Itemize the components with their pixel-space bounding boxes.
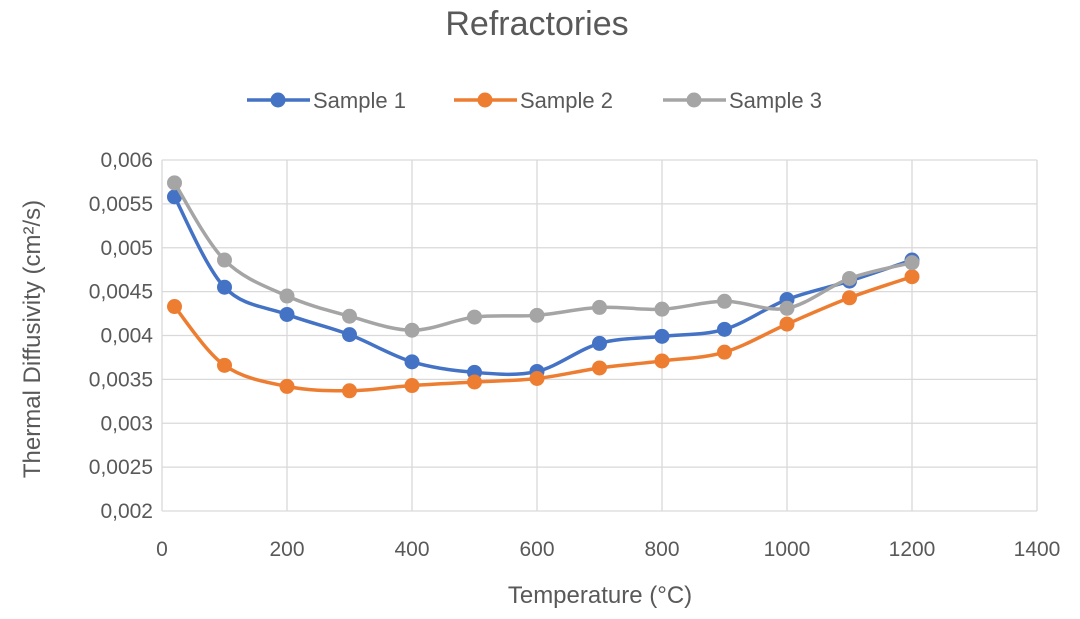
data-point	[904, 269, 920, 285]
data-point	[592, 335, 607, 351]
data-point	[529, 370, 545, 386]
data-point	[167, 175, 182, 191]
data-point	[904, 255, 920, 271]
data-point	[717, 344, 732, 360]
y-tick-label: 0,003	[100, 412, 153, 435]
x-tick-label: 1000	[764, 538, 811, 561]
legend: Sample 1 Sample 2 Sample 3	[247, 88, 822, 113]
data-point	[654, 301, 670, 317]
data-point	[279, 378, 295, 394]
data-point	[654, 328, 670, 344]
x-tick-label: 1400	[1014, 538, 1061, 561]
series-2	[167, 269, 920, 399]
x-tick-label: 600	[519, 538, 554, 561]
legend-label: Sample 1	[313, 88, 406, 113]
data-point	[467, 374, 482, 390]
y-axis-title: Thermal Diffusivity (cm²/s)	[19, 200, 46, 478]
series-1	[167, 189, 920, 380]
legend-marker	[270, 92, 286, 108]
series	[167, 175, 920, 399]
x-axis-title: Temperature (°C)	[508, 582, 692, 609]
legend-label: Sample 3	[729, 88, 822, 113]
x-axis-ticks: 0 200 400 600 800 1000 1200 1400	[156, 538, 1060, 561]
y-tick-label: 0,0045	[89, 281, 153, 304]
data-point	[404, 322, 420, 338]
x-tick-label: 1200	[889, 538, 936, 561]
data-point	[217, 357, 232, 373]
legend-marker	[686, 92, 702, 108]
data-point	[217, 252, 232, 268]
data-point	[842, 290, 857, 306]
data-point	[404, 378, 420, 394]
data-point	[167, 299, 182, 315]
y-tick-label: 0,0055	[89, 193, 153, 216]
data-point	[592, 360, 607, 376]
series-3	[167, 175, 920, 338]
data-point	[654, 353, 670, 369]
y-axis-ticks: 0,002 0,0025 0,003 0,0035 0,004 0,0045 0,005 0,…	[89, 149, 154, 523]
y-tick-label: 0,006	[100, 149, 153, 172]
y-tick-label: 0,005	[100, 237, 153, 260]
legend-marker	[477, 92, 493, 108]
data-point	[592, 299, 607, 315]
x-tick-label: 800	[644, 538, 679, 561]
data-point	[279, 288, 295, 304]
data-point	[279, 306, 295, 322]
data-point	[717, 321, 732, 337]
data-point	[467, 309, 482, 325]
legend-item-3: Sample 3	[663, 88, 822, 113]
data-point	[404, 354, 420, 370]
data-point	[779, 300, 795, 316]
gridlines	[161, 159, 1038, 512]
data-point	[842, 270, 857, 286]
data-point	[217, 279, 232, 295]
data-point	[342, 383, 357, 399]
data-point	[779, 316, 795, 332]
y-tick-label: 0,0025	[89, 456, 153, 479]
data-point	[342, 327, 357, 343]
y-tick-label: 0,0035	[89, 368, 153, 391]
data-point	[529, 307, 545, 323]
chart-title: Refractories	[445, 5, 628, 43]
legend-label: Sample 2	[520, 88, 613, 113]
x-tick-label: 200	[269, 538, 304, 561]
x-tick-label: 400	[394, 538, 429, 561]
legend-item-2: Sample 2	[454, 88, 613, 113]
data-point	[717, 293, 732, 309]
y-tick-label: 0,004	[100, 325, 153, 348]
data-point	[342, 308, 357, 324]
x-tick-label: 0	[156, 538, 168, 561]
legend-item-1: Sample 1	[247, 88, 406, 113]
y-tick-label: 0,002	[100, 500, 153, 523]
data-point	[167, 189, 182, 205]
series-line	[172, 195, 914, 377]
